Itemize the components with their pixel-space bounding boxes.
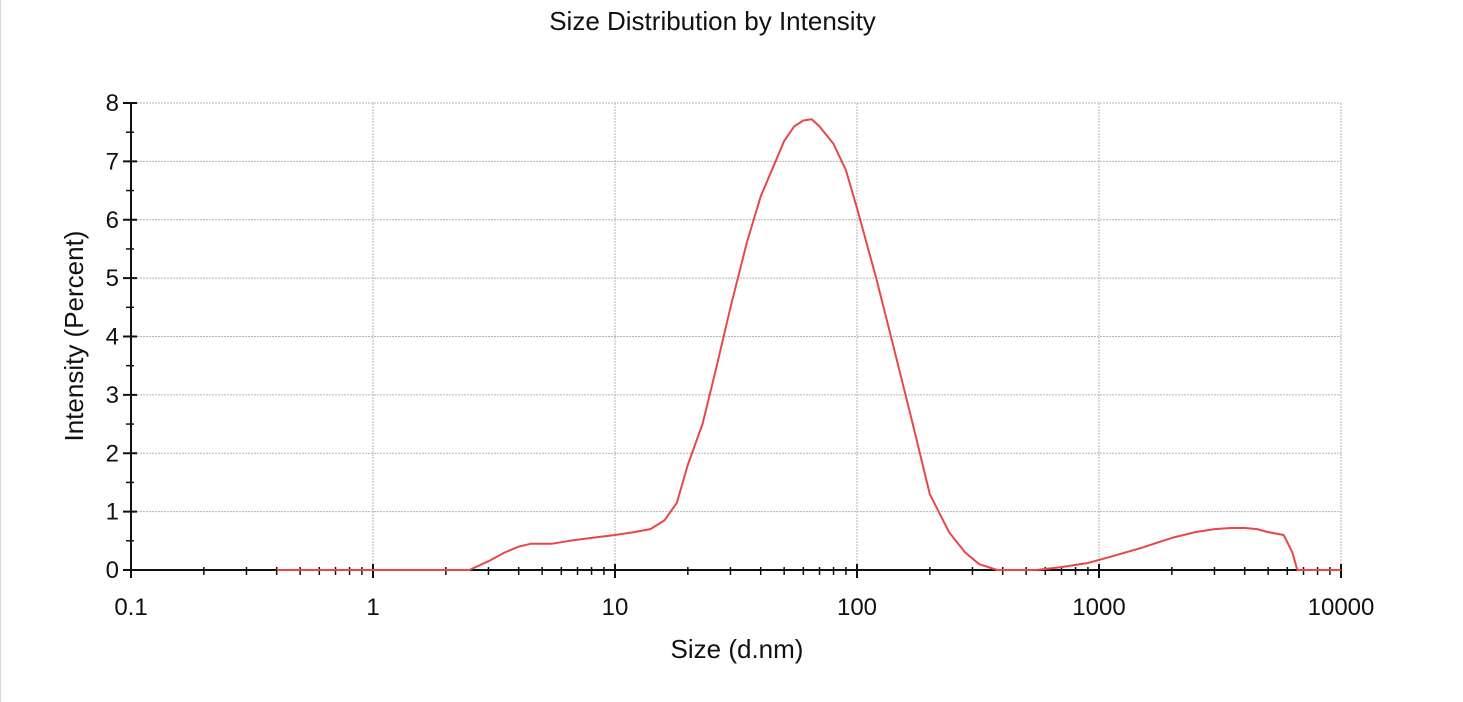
x-tick-label: 1 [366,594,379,621]
y-tick-label: 1 [106,499,119,526]
y-tick-label: 8 [106,90,119,117]
y-tick-label: 0 [106,557,119,584]
x-tick-label: 10000 [1308,594,1375,621]
y-tick-label: 6 [106,207,119,234]
chart-title: Size Distribution by Intensity [549,6,876,36]
x-axis-label: Size (d.nm) [670,634,804,664]
intensity-series-line [276,118,1341,571]
x-tick-label: 1000 [1072,594,1125,621]
x-tick-label: 100 [837,594,877,621]
x-tick-label: 10 [602,594,629,621]
y-tick-label: 4 [106,324,119,351]
y-tick-label: 3 [106,382,119,409]
x-tick-label: 0.1 [114,594,147,621]
y-tick-label: 5 [106,265,119,292]
y-tick-label: 2 [106,440,119,467]
y-tick-label: 7 [106,148,119,175]
